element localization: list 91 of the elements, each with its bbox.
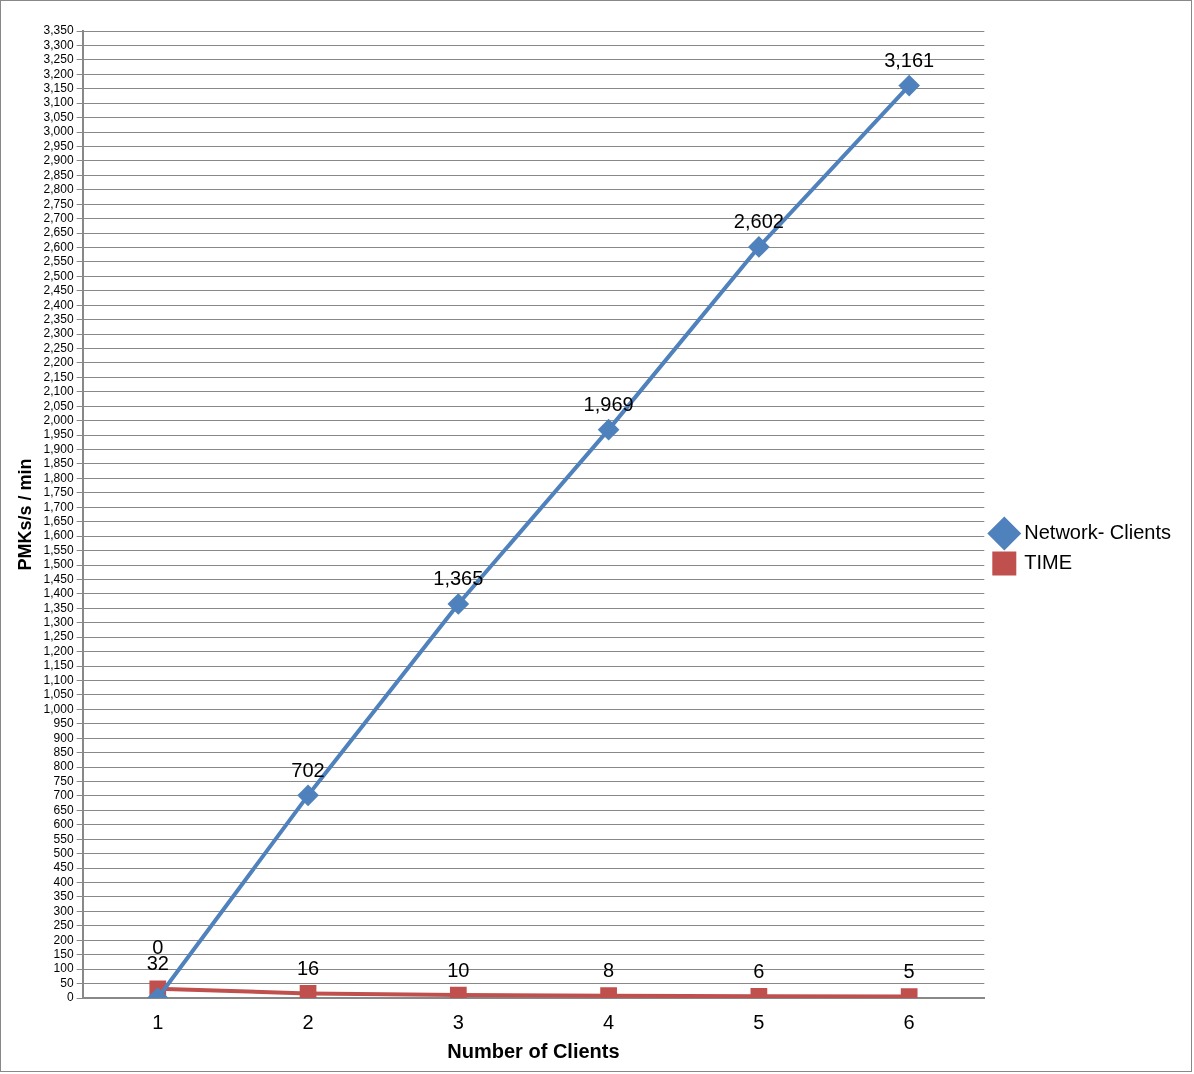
y-tick-label: 500 xyxy=(53,845,74,860)
y-tick-label: 2,650 xyxy=(43,225,74,240)
y-tick-label: 200 xyxy=(53,932,74,947)
x-axis-title: Number of Clients xyxy=(447,1039,620,1062)
y-tick-label: 1,300 xyxy=(43,615,74,630)
legend-label: TIME xyxy=(1024,551,1073,574)
y-tick-label: 1,250 xyxy=(43,629,74,644)
data-label: 3,161 xyxy=(884,49,935,72)
y-tick-label: 2,300 xyxy=(43,326,74,341)
y-tick-label: 3,200 xyxy=(43,66,74,81)
data-label: 6 xyxy=(753,959,765,982)
point xyxy=(598,419,619,440)
data-label: 8 xyxy=(603,959,615,982)
x-tick-label: 6 xyxy=(903,1010,915,1033)
x-tick-label: 4 xyxy=(603,1010,615,1033)
y-tick-label: 1,900 xyxy=(43,441,74,456)
point xyxy=(299,985,317,998)
y-tick-label: 1,950 xyxy=(43,427,74,442)
y-axis-title: PMKs/s / min xyxy=(14,458,35,571)
x-tick-label: 3 xyxy=(452,1010,464,1033)
y-tick-label: 3,050 xyxy=(43,109,74,124)
y-tick-label: 950 xyxy=(53,716,74,731)
y-tick-label: 1,600 xyxy=(43,528,74,543)
y-tick-label: 2,400 xyxy=(43,297,74,312)
y-tick-label: 2,050 xyxy=(43,398,74,413)
y-tick-label: 2,450 xyxy=(43,283,74,298)
y-tick-label: 600 xyxy=(53,817,74,832)
legend-label: Network- Clients xyxy=(1024,521,1171,544)
y-tick-label: 3,000 xyxy=(43,124,74,139)
data-label: 10 xyxy=(447,958,470,981)
y-tick-label: 1,200 xyxy=(43,643,74,658)
y-tick-label: 150 xyxy=(53,947,74,962)
y-tick-label: 2,900 xyxy=(43,153,74,168)
y-tick-label: 2,700 xyxy=(43,210,74,225)
y-tick-label: 2,600 xyxy=(43,239,74,254)
y-tick-label: 1,150 xyxy=(43,658,74,673)
x-tick-label: 1 xyxy=(152,1010,164,1033)
y-tick-label: 50 xyxy=(60,975,74,990)
y-tick-label: 850 xyxy=(53,744,74,759)
x-tick-label: 2 xyxy=(302,1010,314,1033)
y-tick-label: 1,700 xyxy=(43,499,74,514)
y-tick-label: 100 xyxy=(53,961,74,976)
y-tick-label: 2,950 xyxy=(43,138,74,153)
y-tick-label: 550 xyxy=(53,831,74,846)
y-tick-label: 1,550 xyxy=(43,542,74,557)
y-tick-label: 350 xyxy=(53,889,74,904)
y-tick-label: 700 xyxy=(53,788,74,803)
y-tick-label: 450 xyxy=(53,860,74,875)
y-tick-label: 1,450 xyxy=(43,571,74,586)
y-tick-label: 1,800 xyxy=(43,470,74,485)
y-tick-label: 1,050 xyxy=(43,687,74,702)
y-tick-label: 2,000 xyxy=(43,413,74,427)
y-tick-label: 300 xyxy=(53,903,74,918)
y-tick-label: 1,350 xyxy=(43,600,74,615)
y-tick-label: 1,400 xyxy=(43,586,74,601)
y-tick-label: 800 xyxy=(53,759,74,774)
point xyxy=(448,593,469,614)
y-tick-label: 1,750 xyxy=(43,485,74,500)
y-tick-label: 2,550 xyxy=(43,254,74,269)
point xyxy=(748,236,769,257)
y-tick-label: 750 xyxy=(53,773,74,788)
y-tick-label: 2,500 xyxy=(43,268,74,283)
y-tick-label: 1,850 xyxy=(43,456,74,471)
y-tick-label: 1,000 xyxy=(43,701,74,716)
y-tick-label: 250 xyxy=(53,918,74,933)
y-tick-label: 2,150 xyxy=(43,369,74,384)
y-tick-label: 1,650 xyxy=(43,514,74,529)
y-tick-label: 2,350 xyxy=(43,311,74,326)
y-tick-label: 3,350 xyxy=(43,23,74,38)
y-tick-label: 1,100 xyxy=(43,672,74,687)
y-tick-label: 2,850 xyxy=(43,167,74,182)
data-label: 16 xyxy=(296,956,320,979)
x-tick-label: 5 xyxy=(753,1010,765,1033)
y-tick-label: 2,800 xyxy=(43,182,74,197)
y-tick-label: 0 xyxy=(66,990,74,1005)
y-tick-label: 2,250 xyxy=(43,340,74,355)
y-tick-label: 650 xyxy=(53,802,74,817)
data-label: 2,602 xyxy=(733,210,784,233)
y-tick-label: 2,750 xyxy=(43,196,74,211)
y-tick-label: 3,100 xyxy=(43,95,74,110)
data-label: 5 xyxy=(903,960,915,983)
data-label: 702 xyxy=(291,758,325,781)
y-tick-label: 3,250 xyxy=(43,52,74,67)
y-tick-label: 3,300 xyxy=(43,37,74,52)
y-tick-label: 1,500 xyxy=(43,557,74,572)
y-tick-label: 400 xyxy=(53,874,74,889)
y-tick-label: 3,150 xyxy=(43,81,74,96)
y-tick-label: 2,100 xyxy=(43,384,74,399)
y-tick-label: 2,200 xyxy=(43,355,74,370)
y-tick-label: 900 xyxy=(53,730,74,745)
point xyxy=(899,75,920,96)
